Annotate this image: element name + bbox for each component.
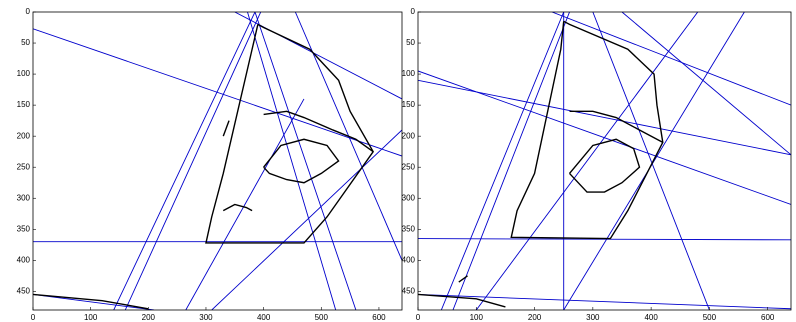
line-series (264, 139, 339, 182)
x-tick-label: 400 (644, 313, 658, 322)
x-tick-label: 300 (586, 313, 600, 322)
axes-frame (33, 12, 402, 310)
line-series (418, 80, 791, 155)
y-tick-label: 100 (402, 69, 416, 78)
y-tick-label: 100 (17, 69, 31, 78)
line-series (552, 12, 791, 105)
line-series (593, 12, 710, 310)
line-series (223, 204, 252, 210)
y-tick-label: 250 (402, 162, 416, 171)
line-series (441, 12, 563, 310)
y-tick-label: 450 (402, 286, 416, 295)
line-series (418, 294, 791, 308)
y-tick-label: 250 (17, 162, 31, 171)
y-tick-label: 150 (402, 100, 416, 109)
x-tick-label: 0 (416, 313, 421, 322)
y-tick-label: 50 (21, 38, 30, 47)
line-series (459, 276, 468, 282)
line-series (206, 24, 373, 243)
x-tick-label: 0 (31, 313, 36, 322)
line-series (564, 12, 745, 310)
y-tick-label: 300 (17, 193, 31, 202)
y-tick-label: 300 (402, 193, 416, 202)
figure: 0100200300400500600050100150200250300350… (0, 0, 796, 322)
chart-panel: 0 100 200 300 400 500 600 0 50 100 150 200 250 300 350… (17, 7, 402, 322)
y-tick-label: 400 (402, 255, 416, 264)
line-series (125, 12, 260, 310)
x-tick-label: 500 (703, 313, 717, 322)
line-series (212, 130, 402, 310)
x-tick-label: 100 (470, 313, 484, 322)
y-tick-label: 200 (402, 131, 416, 140)
chart-panel: 0 100 200 300 400 500 600 0 50 100 150 200 250 300 350… (402, 7, 791, 322)
x-tick-label: 600 (761, 313, 775, 322)
line-series (570, 139, 640, 192)
y-tick-label: 350 (17, 224, 31, 233)
x-tick-label: 100 (84, 313, 98, 322)
x-tick-label: 200 (142, 313, 156, 322)
line-series (476, 12, 697, 310)
y-tick-label: 350 (402, 224, 416, 233)
page: {"chart_data": [ {"type": "line", "xlim"… (0, 0, 796, 322)
x-tick-label: 300 (199, 313, 213, 322)
x-tick-label: 500 (315, 313, 329, 322)
line-series (255, 12, 356, 310)
axes-frame (418, 12, 791, 310)
y-tick-label: 0 (26, 7, 31, 16)
y-tick-label: 50 (406, 38, 415, 47)
x-tick-label: 600 (372, 313, 386, 322)
line-series (453, 12, 570, 310)
line-series (114, 12, 255, 310)
plot-area (418, 12, 791, 310)
y-tick-label: 450 (17, 286, 31, 295)
x-tick-label: 200 (528, 313, 542, 322)
line-series (570, 111, 663, 142)
y-tick-label: 200 (17, 131, 31, 140)
plot-area (33, 12, 402, 310)
x-tick-label: 400 (257, 313, 271, 322)
y-tick-label: 150 (17, 100, 31, 109)
y-tick-label: 0 (411, 7, 416, 16)
line-series (223, 121, 229, 137)
line-series (247, 12, 335, 310)
line-series (33, 29, 402, 156)
y-tick-label: 400 (17, 255, 31, 264)
